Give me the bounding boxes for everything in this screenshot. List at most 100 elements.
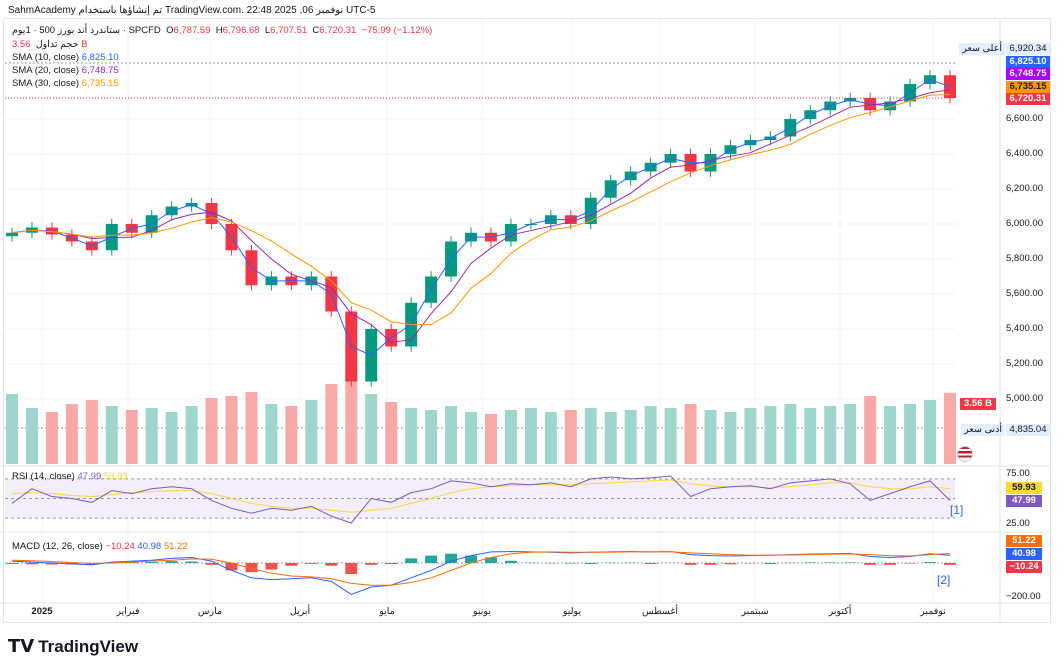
volume-bar (425, 410, 438, 464)
high-price-value: 6,920.34 (1006, 43, 1050, 55)
signal-line (11, 551, 951, 586)
macd-hist-value: −10.24 (105, 541, 135, 552)
volume-bar (245, 392, 258, 464)
volume-bar (385, 402, 398, 464)
volume-bar (365, 394, 378, 464)
rsi-value: 47.99 (77, 471, 102, 482)
price-tick: 5,600.00 (1006, 288, 1043, 299)
time-tick: يونيو (473, 606, 491, 617)
macd-note: [2] (937, 573, 951, 587)
volume-bar (604, 412, 617, 464)
volume-bar (45, 412, 58, 464)
sma30-legend[interactable]: SMA (30, close) 6,735.15 (12, 78, 119, 89)
macd-signal-badge: 51.22 (1006, 535, 1042, 547)
macd-hist-bar (884, 563, 897, 565)
low-value: 6,707.51 (270, 25, 308, 36)
sma20-badge: 6,748.75 (1006, 68, 1050, 80)
volume-bar (504, 410, 517, 464)
open-value: 6,787.59 (173, 25, 211, 36)
volume-bar (764, 406, 777, 464)
volume-badge: 3.56 B (960, 398, 996, 410)
volume-bar (285, 406, 298, 464)
open-label: O (166, 25, 174, 36)
sma10-label: SMA (10, close) (12, 52, 80, 63)
price-tick: 6,200.00 (1006, 183, 1043, 194)
volume-bar (405, 408, 418, 464)
price-tick: 6,600.00 (1006, 113, 1043, 124)
volume-bar (465, 412, 478, 464)
macd-hist-bar (504, 560, 517, 563)
sma10-badge: 6,825.10 (1006, 56, 1050, 68)
macd-hist-bar (45, 563, 58, 565)
time-tick: أبريل (289, 606, 311, 617)
symbol-legend: ستاندرد أند بورز 500 · 1يوم · SPCFD O6,7… (12, 25, 432, 36)
rsi-legend[interactable]: RSI (14, close) 47.99 59.93 (12, 471, 128, 482)
volume-bar (205, 398, 218, 464)
volume-bar (345, 374, 358, 464)
volume-bar (145, 408, 158, 464)
macd-hist-bar (305, 563, 318, 564)
high-value: 6,796.68 (222, 25, 260, 36)
sma20-legend[interactable]: SMA (20, close) 6,748.75 (12, 65, 119, 76)
volume-bar (484, 414, 497, 464)
macd-value: 40.98 (137, 541, 162, 552)
price-tick: 5,800.00 (1006, 253, 1043, 264)
macd-hist-bar (325, 563, 338, 566)
volume-bar (704, 410, 717, 464)
volume-bar (624, 410, 637, 464)
sma10-value: 6,825.10 (81, 52, 119, 63)
time-tick: سبتمبر (741, 606, 769, 617)
volume-bar (85, 400, 98, 464)
volume-bar (824, 406, 837, 464)
time-tick: أغسطس (642, 606, 678, 617)
macd-hist-bar (225, 563, 238, 571)
macd-badge: 40.98 (1006, 548, 1042, 560)
high-label: H (215, 25, 223, 36)
volume-bar (684, 404, 697, 464)
macd-tick: −200.00 (1006, 591, 1041, 602)
volume-bar (185, 406, 198, 464)
volume-bar (944, 392, 956, 464)
rsi-label: RSI (14, close) (12, 471, 75, 482)
change-value: −75.99 (−1.12%) (361, 25, 433, 36)
volume-bar (265, 404, 278, 464)
macd-hist-bar (205, 563, 218, 565)
price-tick: 5,400.00 (1006, 323, 1043, 334)
rsi-badge: 47.99 (1006, 495, 1042, 507)
sma20-label: SMA (20, close) (12, 65, 80, 76)
chart-frame[interactable] (3, 18, 1051, 623)
volume-bar (744, 408, 757, 464)
volume-bar (864, 396, 877, 464)
volume-bar (544, 412, 557, 464)
tradingview-logo-icon: 𝗧𝗩 (8, 636, 35, 656)
macd-hist-bar (185, 561, 198, 563)
sma30-badge: 6,735.15 (1006, 81, 1050, 93)
volume-bar (105, 406, 118, 464)
volume-bar (664, 408, 677, 464)
sma20-value: 6,748.75 (81, 65, 119, 76)
volume-bar (305, 400, 318, 464)
price-tick: 6,000.00 (1006, 218, 1043, 229)
sma10-line (11, 79, 951, 356)
macd-hist-bar (704, 563, 717, 565)
time-tick: مارس (197, 606, 223, 617)
macd-line (11, 551, 951, 596)
close-value: 6,720.31 (319, 25, 357, 36)
volume-bar (904, 404, 917, 464)
sma10-legend[interactable]: SMA (10, close) 6,825.10 (12, 52, 119, 63)
rsi-note: [1] (950, 503, 964, 517)
tradingview-logo[interactable]: 𝗧𝗩 TradingView (8, 636, 138, 657)
time-tick: نوفمبر (920, 606, 946, 617)
volume-bar (125, 410, 138, 464)
rsi-ma-line (11, 479, 951, 513)
volume-bar (165, 412, 178, 464)
us-flag-icon[interactable] (957, 446, 973, 462)
macd-hist-bar (445, 553, 458, 563)
macd-hist-bar (584, 563, 597, 564)
macd-legend[interactable]: MACD (12, 26, close) −10.24 40.98 51.22 (12, 541, 188, 552)
volume-bar (25, 408, 38, 464)
sma20-line (11, 89, 951, 343)
low-label: L (264, 25, 271, 36)
macd-hist-bar (6, 563, 18, 564)
